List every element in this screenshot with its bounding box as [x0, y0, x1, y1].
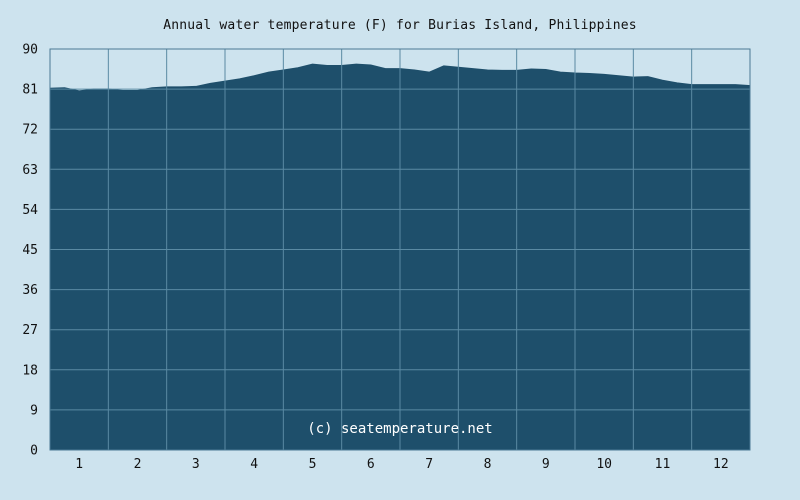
plot-border	[49, 48, 751, 451]
grid-lines	[49, 48, 751, 451]
x-tick-label: 6	[367, 457, 375, 472]
x-tick-label: 10	[596, 457, 612, 472]
y-tick-label: 18	[22, 363, 38, 378]
y-axis-tick-labels: 0 9 18 27 36 45 54 63 72 81 90	[22, 43, 38, 459]
y-tick-label: 63	[22, 163, 38, 178]
x-tick-label: 7	[425, 457, 433, 472]
watermark-text: (c) seatemperature.net	[307, 421, 492, 437]
x-tick-label: 12	[713, 457, 729, 472]
x-tick-label: 11	[655, 457, 671, 472]
x-tick-label: 8	[484, 457, 492, 472]
y-tick-label: 27	[22, 323, 38, 338]
y-tick-label: 72	[22, 123, 38, 138]
x-axis-tick-labels: 1 2 3 4 5 6 7 8 9 10 11 12	[75, 457, 728, 472]
y-tick-label: 0	[30, 444, 38, 459]
y-tick-label: 90	[22, 43, 38, 58]
y-tick-label: 36	[22, 283, 38, 298]
x-tick-label: 1	[75, 457, 83, 472]
y-tick-label: 54	[22, 203, 38, 218]
x-tick-label: 4	[250, 457, 258, 472]
x-tick-label: 9	[542, 457, 550, 472]
y-tick-label: 9	[30, 403, 38, 418]
x-tick-label: 2	[134, 457, 142, 472]
y-tick-label: 45	[22, 243, 38, 258]
x-tick-label: 5	[309, 457, 317, 472]
x-tick-label: 3	[192, 457, 200, 472]
y-tick-label: 81	[22, 83, 38, 98]
chart-title: Annual water temperature (F) for Burias …	[163, 18, 637, 33]
